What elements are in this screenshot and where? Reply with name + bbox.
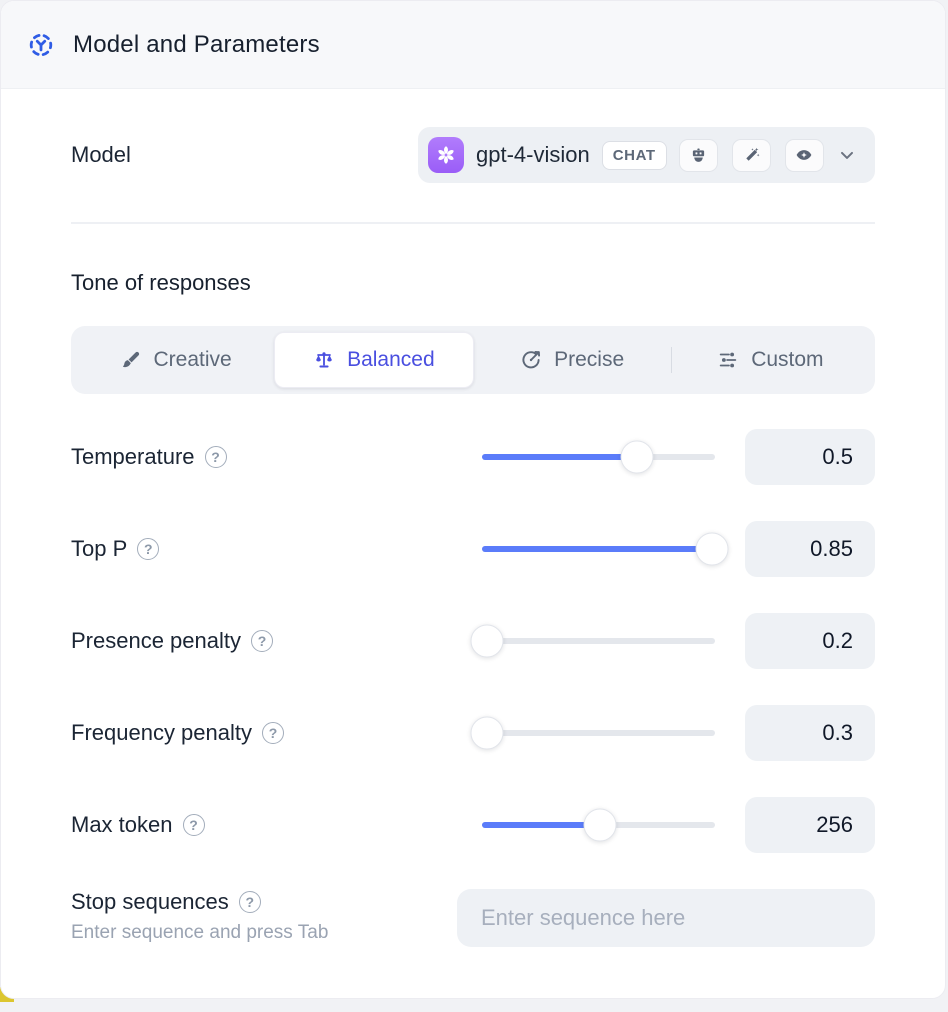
openai-logo	[428, 137, 464, 173]
slider-track	[482, 454, 715, 460]
temperature-slider[interactable]	[482, 439, 715, 475]
parameter-label: Max token	[71, 812, 173, 837]
help-icon[interactable]: ?	[238, 891, 261, 913]
max-token-value[interactable]: 256	[745, 797, 875, 853]
stop-sequences-label-block: Stop sequences ? Enter sequence and pres…	[71, 889, 328, 944]
help-icon[interactable]: ?	[262, 722, 284, 744]
max-token-slider[interactable]	[482, 807, 715, 843]
slider-handle[interactable]	[470, 624, 504, 658]
parameter-label: Top P	[71, 536, 128, 561]
parameter-label: Temperature	[71, 444, 195, 469]
slider-handle[interactable]	[470, 716, 504, 750]
presence-penalty-value[interactable]: 0.2	[745, 613, 875, 669]
model-icon	[27, 31, 55, 59]
target-icon	[520, 349, 542, 371]
tone-option-label: Balanced	[347, 348, 435, 371]
help-icon[interactable]: ?	[182, 814, 205, 836]
slider-handle[interactable]	[695, 532, 728, 566]
brush-icon	[120, 349, 142, 371]
wand-sparkles-icon	[731, 138, 771, 172]
tone-heading: Tone of responses	[71, 270, 251, 295]
slider-track	[482, 546, 715, 552]
tone-option-custom[interactable]: Custom	[672, 332, 869, 388]
tone-option-label: Custom	[751, 348, 824, 371]
frequency-penalty-value[interactable]: 0.3	[745, 705, 875, 761]
tone-option-label: Creative	[153, 348, 232, 371]
model-select-dropdown[interactable]: gpt-4-vision CHAT	[418, 127, 875, 183]
frequency-penalty-slider[interactable]	[470, 715, 715, 751]
stop-sequences-hint: Enter sequence and press Tab	[71, 922, 329, 943]
slider-handle[interactable]	[583, 808, 617, 842]
help-icon[interactable]: ?	[137, 538, 160, 560]
parameter-row-frequency-penalty: Frequency penalty ? 0.3	[71, 705, 875, 761]
parameter-label: Frequency penalty	[71, 720, 252, 745]
parameter-row-presence-penalty: Presence penalty ? 0.2	[71, 613, 875, 669]
chevron-down-icon[interactable]	[837, 145, 857, 165]
panel-title: Model and Parameters	[73, 30, 320, 58]
tone-option-balanced[interactable]: Balanced	[274, 332, 474, 388]
scale-icon	[313, 349, 335, 371]
tone-option-precise[interactable]: Precise	[474, 332, 671, 388]
top-p-value[interactable]: 0.85	[745, 521, 875, 577]
top-p-slider[interactable]	[482, 531, 728, 567]
selected-model-name: gpt-4-vision	[476, 142, 590, 167]
stop-sequences-row: Stop sequences ? Enter sequence and pres…	[71, 889, 875, 947]
parameter-label: Presence penalty	[71, 628, 241, 653]
help-icon[interactable]: ?	[204, 446, 227, 468]
parameter-row-max-token: Max token ? 256	[71, 797, 875, 853]
help-icon[interactable]: ?	[251, 630, 273, 652]
slider-track	[482, 638, 715, 644]
model-row: Model gpt-4-vision CHAT	[71, 127, 875, 183]
tone-option-creative[interactable]: Creative	[77, 332, 274, 388]
model-type-badge: CHAT	[601, 140, 667, 170]
panel-header: Model and Parameters	[1, 1, 945, 89]
section-divider	[71, 222, 875, 224]
stop-sequences-label: Stop sequences	[71, 889, 229, 914]
tone-option-label: Precise	[554, 348, 625, 371]
parameter-row-top-p: Top P ? 0.85	[71, 521, 875, 577]
parameter-row-temperature: Temperature ? 0.5	[71, 429, 875, 485]
model-label: Model	[71, 142, 131, 167]
temperature-value[interactable]: 0.5	[745, 429, 875, 485]
slider-track	[482, 730, 715, 736]
bot-icon	[678, 138, 718, 172]
segment-divider	[670, 347, 672, 373]
vision-eye-icon	[784, 138, 824, 172]
stop-sequence-input[interactable]	[457, 889, 875, 947]
tone-segmented-control: Creative Balanced	[71, 326, 875, 394]
presence-penalty-slider[interactable]	[470, 623, 715, 659]
sliders-icon	[717, 349, 739, 371]
slider-handle[interactable]	[620, 440, 654, 474]
